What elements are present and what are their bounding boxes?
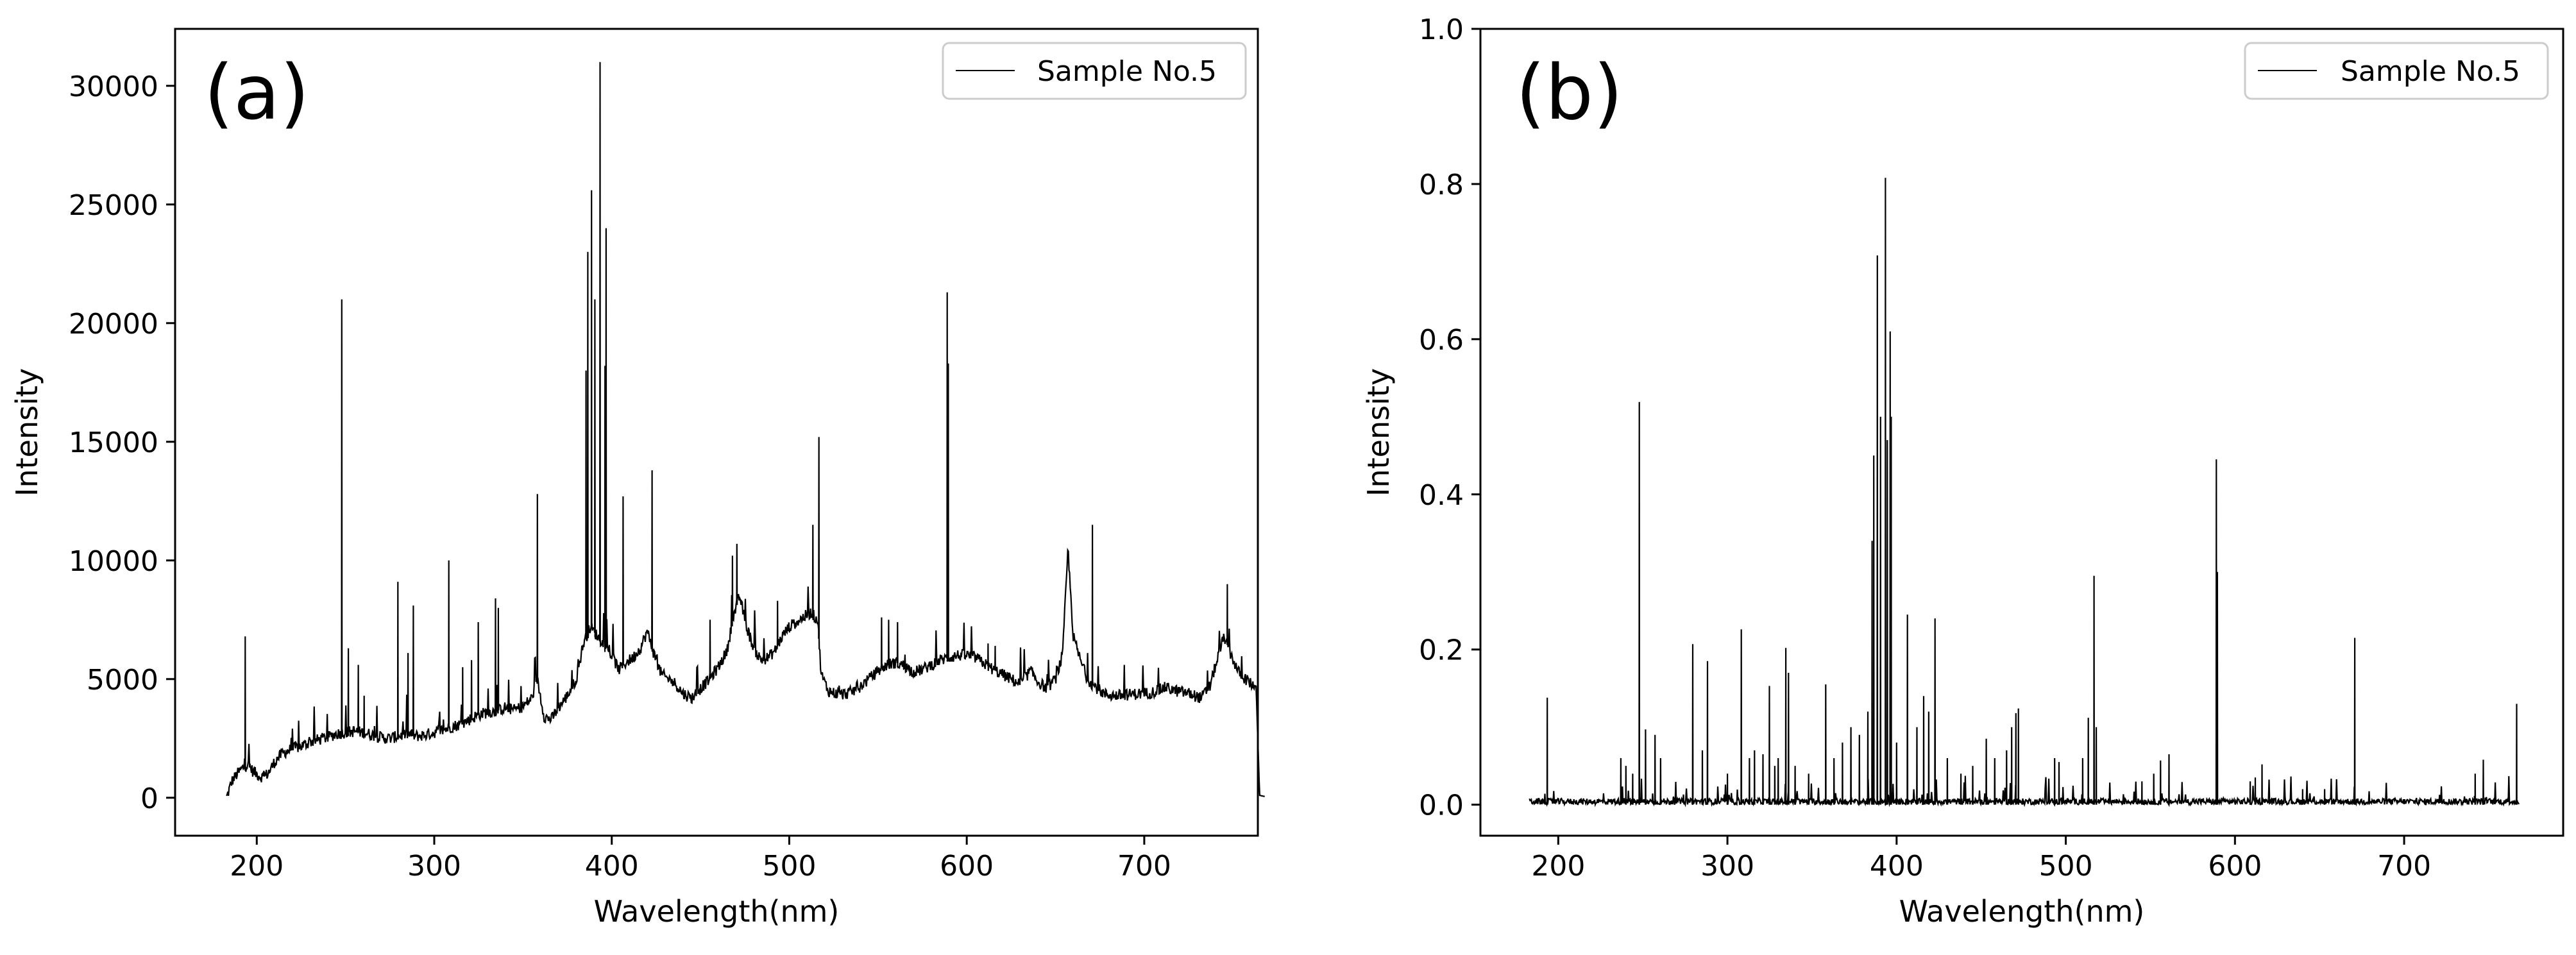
y-tick-label-a-5: 25000: [69, 189, 158, 222]
x-ticks-b: 200 300 400 500 600 700: [1531, 836, 2431, 883]
x-tick-label-b-500: 500: [2039, 850, 2093, 883]
x-tick-label-a-700: 700: [1117, 850, 1171, 883]
y-ticks-a: 0 5000 10000 15000 20000 25000 30000: [69, 71, 175, 815]
x-tick-label-b-400: 400: [1870, 850, 1924, 883]
y-tick-label-b-1: 0.2: [1419, 634, 1464, 667]
x-tick-label-b-600: 600: [2208, 850, 2262, 883]
legend-entry-a: Sample No.5: [1037, 55, 1217, 88]
legend-b: Sample No.5: [2244, 42, 2549, 100]
x-ticks-a: 200 300 400 500 600 700: [230, 836, 1171, 883]
series-line-b: [1529, 178, 2520, 807]
panel-label-b: (b): [1516, 48, 1623, 137]
x-tick-label-b-300: 300: [1700, 850, 1754, 883]
chart-panel-a: 200 300 400 500 600 700 0 5000 10000 15000 20000 2…: [10, 28, 1266, 929]
series-group-b: [1529, 178, 2520, 807]
series-line-a: [226, 62, 1266, 797]
x-axis-label-a: Wavelength(nm): [594, 894, 840, 929]
y-tick-label-b-2: 0.4: [1419, 479, 1464, 512]
y-tick-label-b-0: 0.0: [1419, 790, 1464, 822]
x-tick-label-a-400: 400: [585, 850, 639, 883]
y-tick-label-a-3: 15000: [69, 427, 158, 459]
legend-a: Sample No.5: [942, 42, 1247, 100]
x-tick-label-a-500: 500: [762, 850, 816, 883]
y-tick-label-a-0: 0: [140, 782, 158, 815]
x-tick-label-a-600: 600: [940, 850, 994, 883]
legend-box-a: [942, 42, 1247, 100]
y-tick-label-b-5: 1.0: [1419, 13, 1464, 46]
x-tick-label-b-700: 700: [2377, 850, 2431, 883]
plot-area-b: [1480, 29, 2563, 836]
y-tick-label-a-1: 5000: [87, 664, 158, 697]
y-tick-label-a-6: 30000: [69, 71, 158, 103]
chart-panel-b: 200 300 400 500 600 700 0.0 0.2 0.4 0.6 0.8 1.0 Wa…: [1361, 13, 2564, 929]
y-ticks-b: 0.0 0.2 0.4 0.6 0.8 1.0: [1419, 13, 1480, 822]
legend-box-b: [2244, 42, 2549, 100]
plot-frame-a: [174, 28, 1259, 837]
plot-frame-b: [1479, 28, 2564, 837]
y-axis-label-a: Intensity: [10, 368, 44, 496]
x-tick-label-a-300: 300: [407, 850, 461, 883]
plot-area-a: [175, 29, 1258, 836]
y-axis-label-b: Intensity: [1361, 368, 1396, 496]
x-tick-label-b-200: 200: [1531, 850, 1585, 883]
panel-label-a: (a): [204, 48, 309, 137]
x-tick-label-a-200: 200: [230, 850, 284, 883]
x-axis-label-b: Wavelength(nm): [1899, 894, 2145, 929]
y-tick-label-a-2: 10000: [69, 545, 158, 578]
y-tick-label-b-4: 0.8: [1419, 169, 1464, 201]
y-tick-label-a-4: 20000: [69, 308, 158, 341]
legend-entry-b: Sample No.5: [2341, 55, 2520, 88]
y-tick-label-b-3: 0.6: [1419, 324, 1464, 357]
series-group-a: [226, 62, 1266, 797]
